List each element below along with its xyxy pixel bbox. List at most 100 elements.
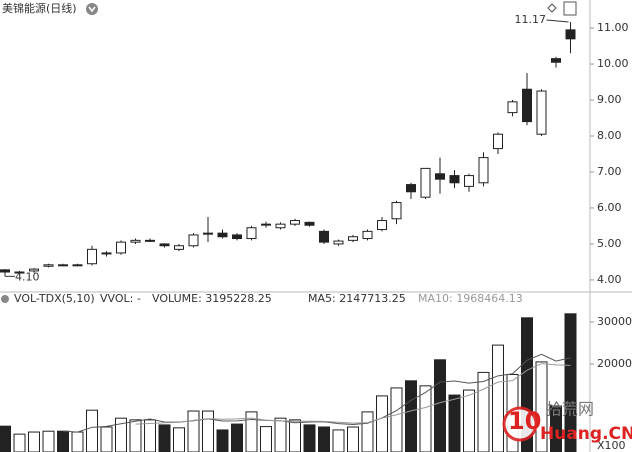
candle-body <box>174 245 184 250</box>
volume-bar <box>361 411 374 452</box>
volume-bar <box>303 424 316 452</box>
volume-bar <box>332 429 345 452</box>
vvol-label: VVOL: - <box>100 292 141 305</box>
volume-bar <box>57 430 69 452</box>
candle-body <box>275 223 286 229</box>
volume-bar <box>202 410 214 452</box>
volume-bar <box>419 385 432 452</box>
candle-body <box>464 175 474 187</box>
ma-line <box>62 353 571 433</box>
candle-body <box>87 248 97 265</box>
candle-body <box>348 236 358 241</box>
y-tick-label: 30000 <box>597 315 632 328</box>
high-arrow <box>546 19 569 23</box>
chart-title: 美锦能源(日线) <box>2 1 77 15</box>
volume-bar <box>274 417 287 452</box>
candle-body <box>507 101 518 114</box>
candle-body <box>435 173 445 180</box>
volume-bar <box>448 394 461 452</box>
candle-body <box>232 234 242 240</box>
volume-header: VOL-TDX(5,10) VVOL: - VOLUME: 3195228.25… <box>14 292 523 305</box>
watermark-logo <box>502 406 538 442</box>
candle-body <box>130 239 141 243</box>
candle-body <box>377 220 387 231</box>
candle-body <box>145 239 155 242</box>
candle-body <box>29 268 39 272</box>
volume-bar <box>100 426 113 452</box>
candle-body <box>43 264 54 267</box>
y-tick-label: 4.00 <box>597 273 622 286</box>
volume-bar <box>71 431 84 452</box>
volume-bar <box>463 389 475 452</box>
volume-bar <box>86 409 98 452</box>
candle-body <box>72 264 83 267</box>
candle-body <box>159 243 170 247</box>
volume-bar <box>216 429 229 452</box>
candle-body <box>493 133 503 150</box>
candle-body <box>246 227 257 240</box>
volume-bar <box>115 417 127 452</box>
y-tick-label: 10.00 <box>597 57 629 70</box>
volume-label: VOLUME: 3195228.25 <box>152 292 272 305</box>
dropdown-arrow <box>88 6 96 13</box>
volume-bar <box>535 361 548 452</box>
indicator-name: VOL-TDX(5,10) <box>14 292 95 305</box>
volume-bar <box>260 426 272 452</box>
volume-bar <box>245 411 258 452</box>
dropdown-icon[interactable] <box>86 3 98 15</box>
volume-bar <box>376 395 388 452</box>
volume-bar <box>347 426 359 452</box>
volume-bar <box>405 380 417 452</box>
volume-bar <box>390 387 403 452</box>
candle-body <box>522 88 532 123</box>
watermark-logo-text: 10 <box>508 407 541 435</box>
volume-bar <box>564 313 577 452</box>
volume-bar <box>13 433 26 452</box>
candle-body <box>101 252 112 255</box>
ma-line <box>135 363 571 425</box>
candle-body <box>14 271 25 274</box>
volume-bar <box>318 426 330 452</box>
y-tick-label: 11.00 <box>597 21 629 34</box>
volume-bar <box>0 425 11 452</box>
candle-body <box>0 269 10 273</box>
candle-body <box>58 264 68 267</box>
y-tick-label: 8.00 <box>597 129 622 142</box>
candle-body <box>551 58 561 63</box>
candle-body <box>565 29 576 40</box>
panel-icon[interactable] <box>563 1 577 16</box>
volume-bar <box>550 405 562 452</box>
candle-body <box>319 230 329 243</box>
candle-body <box>536 90 547 135</box>
volume-bar <box>434 359 446 452</box>
low-label: 4.10 <box>15 270 40 283</box>
y-tick-label: 9.00 <box>597 93 622 106</box>
volume-bar <box>144 419 156 452</box>
volume-bar <box>187 410 200 452</box>
ma10-label: MA10: 1968464.13 <box>418 292 523 305</box>
candle-body <box>116 241 126 254</box>
volume-dropdown[interactable] <box>1 295 9 303</box>
candle-body <box>304 221 315 226</box>
y-tick-label: 5.00 <box>597 237 622 250</box>
volume-bar <box>521 317 533 452</box>
candle-body <box>203 232 213 235</box>
candle-body <box>333 240 344 245</box>
y-tick-label: 20000 <box>597 357 632 370</box>
candle-body <box>449 175 460 184</box>
volume-bar <box>173 427 185 452</box>
volume-bar <box>158 424 171 452</box>
watermark-name: 拾荒网 <box>546 400 594 419</box>
volume-bar <box>129 419 142 452</box>
volume-bar <box>231 423 243 452</box>
candle-body <box>420 167 431 198</box>
candle-body <box>391 202 402 220</box>
high-label: 11.17 <box>515 13 547 26</box>
volume-bar <box>477 371 490 452</box>
diamond-icon[interactable] <box>547 3 557 13</box>
volume-bar <box>28 431 40 452</box>
candle-body <box>188 234 199 247</box>
candle-body <box>406 184 416 193</box>
volume-bar <box>42 430 55 452</box>
